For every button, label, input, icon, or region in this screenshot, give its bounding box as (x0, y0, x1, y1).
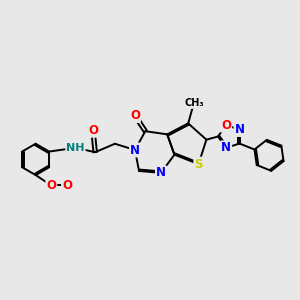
Text: N: N (130, 143, 140, 157)
Text: CH₃: CH₃ (184, 98, 204, 108)
Text: O: O (221, 119, 231, 132)
Text: O: O (62, 179, 72, 192)
Text: S: S (194, 158, 203, 171)
Text: N: N (156, 167, 166, 179)
Text: O: O (130, 109, 140, 122)
Text: N: N (235, 123, 244, 136)
Text: N: N (221, 141, 231, 154)
Text: O: O (46, 179, 56, 192)
Text: O: O (88, 124, 98, 137)
Text: NH: NH (66, 143, 85, 153)
